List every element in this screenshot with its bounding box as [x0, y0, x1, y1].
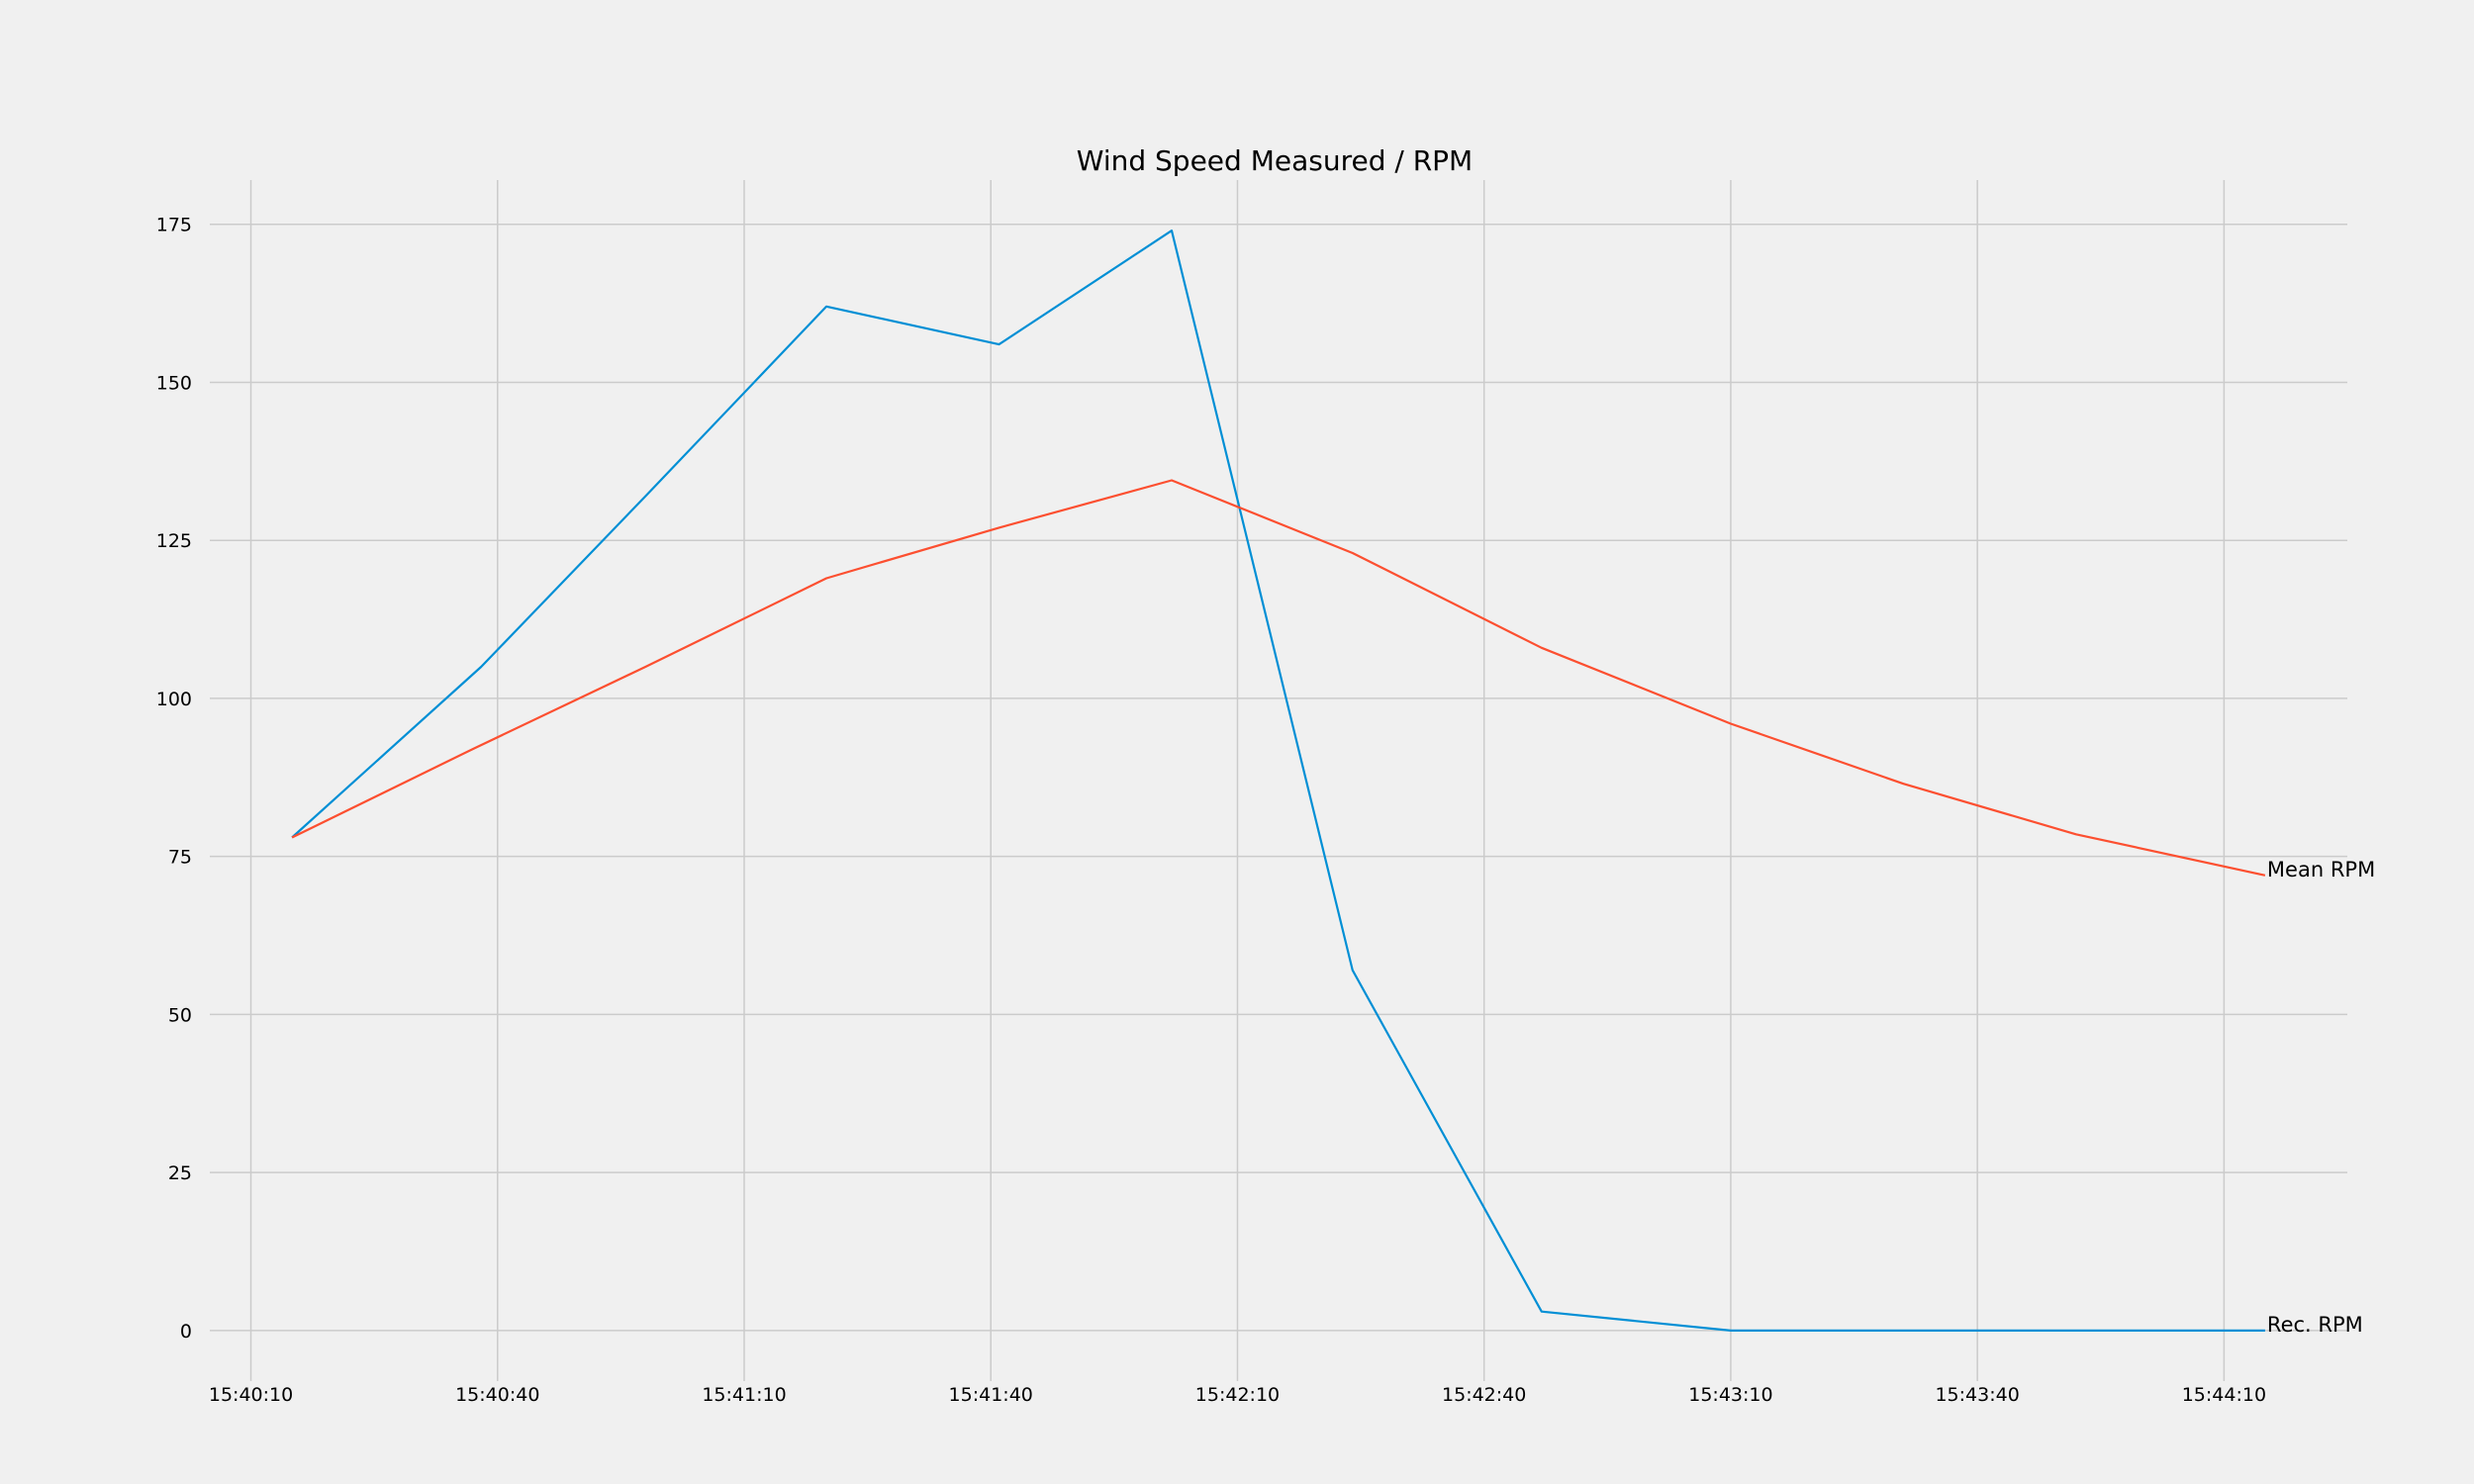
x-tick-label: 15:40:10 — [209, 1384, 293, 1406]
series-line-mean-rpm — [291, 479, 2266, 877]
x-tick-label: 15:42:40 — [1442, 1384, 1526, 1406]
y-tick-label: 0 — [180, 1321, 192, 1343]
x-tick-label: 15:43:10 — [1688, 1384, 1772, 1406]
y-tick-label: 25 — [168, 1162, 192, 1184]
x-axis-tick-labels: 15:40:10 15:40:40 15:41:10 15:41:40 15:42:10… — [209, 1384, 2266, 1406]
x-tick-label: 15:40:40 — [455, 1384, 539, 1406]
series-label: Rec. RPM — [2267, 1313, 2363, 1337]
x-gridlines — [249, 180, 2226, 1381]
y-tick-label: 75 — [168, 847, 192, 869]
x-tick-label: 15:41:10 — [702, 1384, 786, 1406]
series-line-rec-rpm — [291, 230, 2265, 1333]
y-tick-label: 100 — [156, 689, 192, 710]
x-tick-label: 15:42:10 — [1195, 1384, 1280, 1406]
y-axis-tick-labels: 0 25 50 75 100 125 150 175 — [156, 215, 192, 1343]
x-tick-label: 15:43:40 — [1935, 1384, 2019, 1406]
series-end-labels: Rec. RPM Mean RPM — [2267, 858, 2375, 1337]
series-layer — [291, 230, 2266, 1333]
y-tick-label: 150 — [156, 372, 192, 394]
x-tick-label: 15:44:10 — [2182, 1384, 2266, 1406]
x-tick-label: 15:41:40 — [949, 1384, 1033, 1406]
y-tick-label: 125 — [156, 530, 192, 552]
y-tick-label: 175 — [156, 215, 192, 236]
y-tick-label: 50 — [168, 1004, 192, 1026]
chart-title: Wind Speed Measured / RPM — [1077, 144, 1473, 177]
series-label: Mean RPM — [2267, 858, 2375, 881]
